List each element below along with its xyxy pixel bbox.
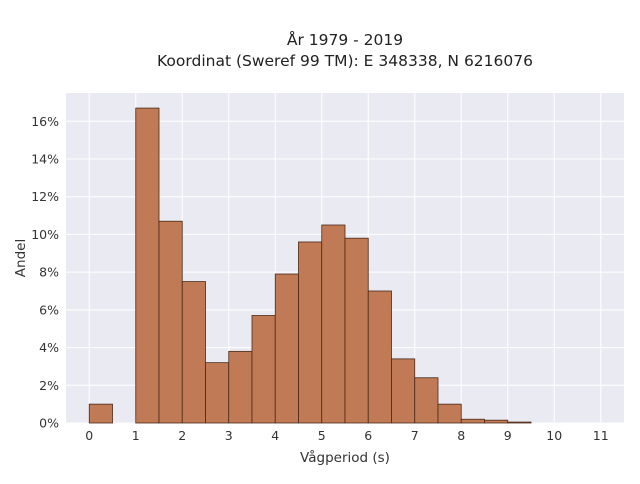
histogram-bar <box>321 224 346 424</box>
histogram-bar <box>251 315 276 424</box>
x-tick-label: 4 <box>271 428 279 443</box>
histogram-bar <box>391 358 416 424</box>
histogram-bar <box>414 377 439 424</box>
y-tick-label: 10% <box>31 227 59 242</box>
histogram-bar <box>298 241 323 424</box>
x-tick-label: 10 <box>546 428 562 443</box>
histogram-bar <box>460 418 485 424</box>
x-tick-label: 3 <box>225 428 233 443</box>
y-tick-label: 4% <box>39 340 59 355</box>
x-tick-label: 6 <box>364 428 372 443</box>
histogram-bar <box>484 419 509 424</box>
histogram-bar <box>158 220 183 424</box>
chart-title: År 1979 - 2019 <box>287 30 403 49</box>
y-tick-label: 2% <box>39 378 59 393</box>
tick-labels: 0 1 2 3 4 5 6 7 8 9 10 11 0% 2% 4% 6% 8% 10% 12% 14% 16% <box>31 114 609 443</box>
y-tick-label: 14% <box>31 152 59 167</box>
y-tick-label: 12% <box>31 189 59 204</box>
histogram-bar <box>274 273 299 424</box>
x-tick-label: 8 <box>457 428 465 443</box>
x-tick-label: 2 <box>178 428 186 443</box>
y-tick-label: 0% <box>39 416 59 431</box>
histogram-bar <box>88 403 113 424</box>
x-tick-label: 0 <box>85 428 93 443</box>
x-axis-label: Vågperiod (s) <box>300 449 390 466</box>
histogram-bar <box>205 362 230 424</box>
histogram-bar <box>181 281 206 424</box>
histogram-bar <box>135 107 160 424</box>
x-tick-label: 9 <box>504 428 512 443</box>
chart-subtitle: Koordinat (Sweref 99 TM): E 348338, N 62… <box>157 52 533 70</box>
y-axis-label: Andel <box>13 239 29 277</box>
histogram-bar <box>344 237 369 424</box>
histogram-bar <box>228 350 253 424</box>
y-tick-label: 16% <box>31 114 59 129</box>
x-tick-label: 11 <box>593 428 609 443</box>
x-tick-label: 5 <box>318 428 326 443</box>
y-tick-label: 8% <box>39 265 59 280</box>
x-tick-label: 7 <box>411 428 419 443</box>
x-tick-label: 1 <box>132 428 140 443</box>
histogram-bar <box>507 421 532 424</box>
histogram-bar <box>437 403 462 424</box>
histogram-bar <box>367 290 392 424</box>
bars <box>88 107 532 424</box>
y-tick-label: 6% <box>39 302 59 317</box>
